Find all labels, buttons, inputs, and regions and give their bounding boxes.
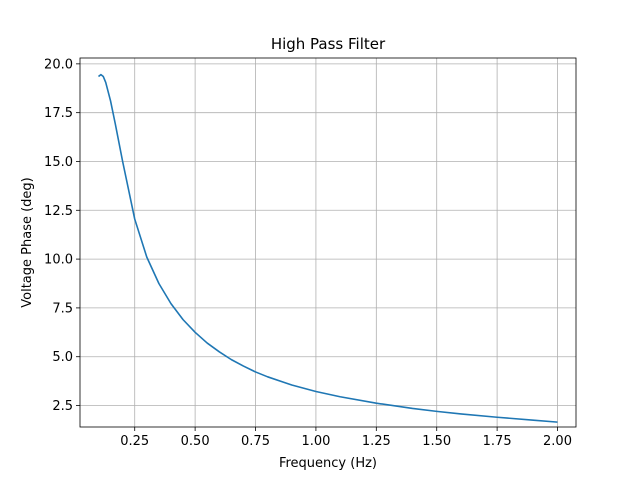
y-tick-label: 10.0 (44, 253, 73, 268)
y-tick-label: 20.0 (44, 57, 73, 72)
x-tick-label: 1.00 (301, 434, 330, 449)
x-tick-label: 0.25 (120, 434, 149, 449)
x-tick-label: 0.50 (181, 434, 210, 449)
tick-layer: 0.25 0.50 0.75 1.00 1.25 1.50 1.75 2.00 2.5 5.0 7.… (44, 57, 572, 449)
x-tick-label: 1.75 (483, 434, 512, 449)
x-tick-label: 0.75 (241, 434, 270, 449)
series-line (97, 73, 558, 423)
x-tick-label: 1.25 (362, 434, 391, 449)
grid-layer (80, 58, 576, 427)
y-tick-label: 12.5 (44, 204, 73, 219)
x-tick-label: 1.50 (422, 434, 451, 449)
y-tick-label: 7.5 (52, 301, 73, 316)
y-tick-label: 15.0 (44, 155, 73, 170)
x-axis-label: Frequency (Hz) (279, 456, 377, 471)
plot-frame (79, 57, 577, 428)
y-axis-label: Voltage Phase (deg) (20, 177, 35, 308)
y-tick-label: 5.0 (52, 350, 73, 365)
y-tick-label: 17.5 (44, 106, 73, 121)
y-tick-label: 2.5 (52, 399, 73, 414)
chart-title: High Pass Filter (271, 35, 386, 53)
line-layer (97, 73, 558, 423)
x-tick-label: 2.00 (543, 434, 572, 449)
